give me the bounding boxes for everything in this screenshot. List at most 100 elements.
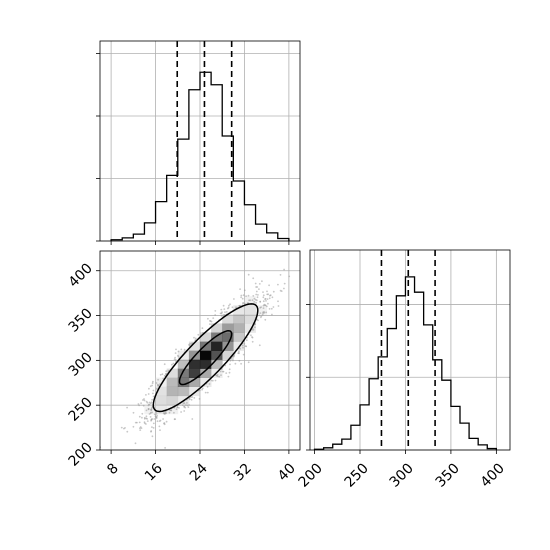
joint-sample-point <box>262 291 264 293</box>
joint-sample-point <box>214 310 217 312</box>
joint-sample-point <box>272 306 275 308</box>
joint-density-cell <box>177 386 190 397</box>
joint-sample-point <box>237 352 240 355</box>
joint-density-cell <box>233 305 245 315</box>
joint-sample-point <box>242 302 245 304</box>
joint-sample-point <box>240 362 243 365</box>
marginal-x-hist-step <box>110 71 290 241</box>
joint-sample-point <box>148 403 150 406</box>
joint-sample-point <box>222 304 225 307</box>
joint-sample-point <box>269 294 271 297</box>
joint-sample-point <box>147 393 150 395</box>
joint-sample-point <box>152 392 154 395</box>
joint-sample-point <box>262 294 265 297</box>
joint-sample-point <box>220 374 222 376</box>
joint-density-cell <box>166 377 179 387</box>
joint-sample-point <box>283 287 285 290</box>
joint-sample-point <box>231 306 234 309</box>
joint-sample-point <box>175 408 178 411</box>
joint-density-cell <box>222 323 234 333</box>
joint-sample-point <box>151 382 154 385</box>
marginal-x-grid <box>100 41 300 242</box>
joint-sample-point <box>152 380 154 383</box>
joint-sample-point <box>156 420 159 423</box>
joint-density-cell <box>177 368 190 378</box>
joint-sample-point <box>126 450 128 452</box>
joint-sample-point <box>152 422 155 425</box>
joint-sample-point <box>201 327 204 330</box>
joint-sample-point <box>256 296 259 299</box>
joint-density-cell <box>200 368 212 378</box>
joint-sample-point <box>159 429 161 431</box>
joint-density-cell <box>233 332 245 342</box>
joint-density-cell <box>188 386 201 397</box>
joint-sample-point <box>143 416 146 419</box>
joint-sample-point <box>283 282 286 285</box>
joint-sample-point <box>206 391 209 394</box>
joint-density-cell <box>222 332 234 342</box>
joint-sample-point <box>190 398 193 401</box>
joint-sample-point <box>228 368 231 371</box>
joint-sample-point <box>180 411 183 413</box>
joint-sample-point <box>167 370 170 372</box>
joint-sample-point <box>168 411 171 414</box>
joint-sample-point <box>242 353 245 356</box>
joint-sample-point <box>152 427 155 429</box>
joint-sample-point <box>251 340 254 343</box>
joint-sample-point <box>150 408 152 411</box>
joint-sample-point <box>156 414 159 417</box>
joint-sample-point <box>149 402 152 405</box>
joint-sample-point <box>277 305 280 307</box>
marginal-x-hist <box>110 71 290 241</box>
joint-sample-point <box>249 299 252 302</box>
joint-sample-point <box>219 370 222 373</box>
joint-sample-point <box>155 382 158 384</box>
joint-sample-point <box>277 283 279 286</box>
joint-sample-point <box>257 294 259 296</box>
joint-density-cell <box>155 377 168 387</box>
joint-sample-point <box>163 422 165 425</box>
joint-sample-point <box>141 416 143 419</box>
joint-sample-point <box>241 297 244 300</box>
joint-sample-point <box>201 387 204 390</box>
joint-sample-point <box>176 406 179 408</box>
joint-sample-point <box>186 402 188 404</box>
joint-density-cell <box>166 404 179 415</box>
joint-sample-point <box>247 361 250 364</box>
joint-density-cell <box>155 404 168 415</box>
joint-x-tick-label: 8 <box>104 461 122 479</box>
joint-sample-point <box>150 430 152 433</box>
joint-sample-point <box>212 317 215 319</box>
joint-sample-point <box>155 413 158 415</box>
joint-sample-point <box>220 314 223 317</box>
joint-sample-point <box>223 308 226 310</box>
joint-sample-point <box>211 379 214 382</box>
joint-density-cell <box>166 386 179 397</box>
joint-sample-point <box>265 300 267 302</box>
joint-sample-point <box>256 286 259 288</box>
joint-sample-point <box>251 299 254 302</box>
joint-sample-point <box>279 274 282 276</box>
joint-sample-point <box>252 328 255 331</box>
joint-sample-point <box>121 460 123 462</box>
joint-sample-point <box>191 396 194 398</box>
joint-density-cell <box>200 350 212 360</box>
joint-sample-point <box>143 399 146 402</box>
joint-sample-point <box>258 344 261 347</box>
joint-sample-point <box>254 282 257 285</box>
joint-sample-point <box>209 323 211 325</box>
joint-sample-point <box>267 302 269 305</box>
joint-sample-point <box>151 418 154 420</box>
joint-sample-point <box>253 297 256 300</box>
joint-sample-point <box>261 313 264 316</box>
joint-density-cell <box>211 350 223 360</box>
joint-sample-point <box>198 398 201 400</box>
joint-sample-point <box>271 296 274 299</box>
joint-sample-point <box>261 280 263 283</box>
joint-density-cell <box>211 359 223 369</box>
joint-frame <box>99 250 301 451</box>
joint-sample-point <box>169 409 171 412</box>
joint-sample-point <box>137 403 140 405</box>
joint-sample-point <box>186 404 189 407</box>
